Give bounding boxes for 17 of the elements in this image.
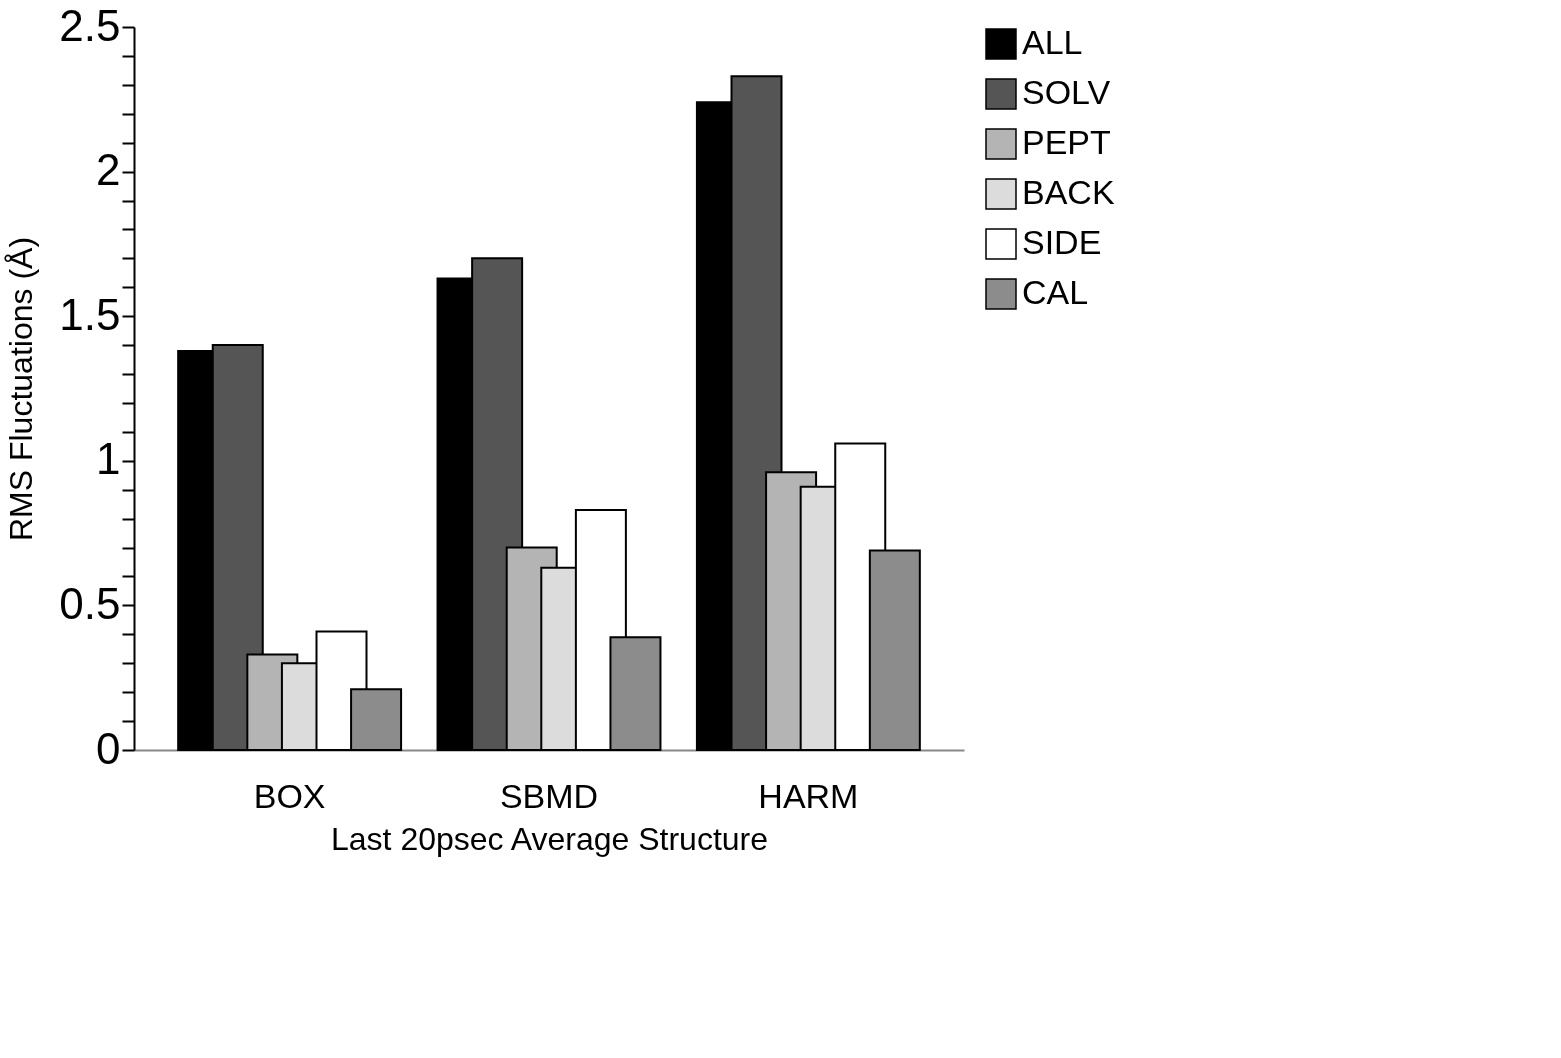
legend-label: ALL (1022, 23, 1083, 61)
x-tick-label: HARM (758, 776, 859, 815)
legend-label: CAL (1022, 273, 1089, 311)
legend-label: PEPT (1022, 123, 1111, 161)
y-tick-label: 2.5 (59, 0, 121, 50)
y-axis-title: RMS Fluctuations (Å) (3, 236, 40, 542)
x-tick-label: SBMD (499, 776, 599, 815)
legend-label: SOLV (1022, 73, 1111, 111)
x-axis-title: Last 20psec Average Structure (330, 820, 769, 857)
y-tick-label: 1 (96, 434, 121, 484)
y-tick-label: 0 (96, 723, 121, 773)
y-tick-label: 1.5 (59, 289, 121, 339)
x-tick-label: BOX (253, 776, 326, 815)
legend-label: SIDE (1022, 223, 1102, 261)
y-tick-label: 0.5 (59, 578, 121, 628)
y-tick-label: 2 (96, 145, 121, 195)
legend-label: BACK (1022, 173, 1115, 211)
